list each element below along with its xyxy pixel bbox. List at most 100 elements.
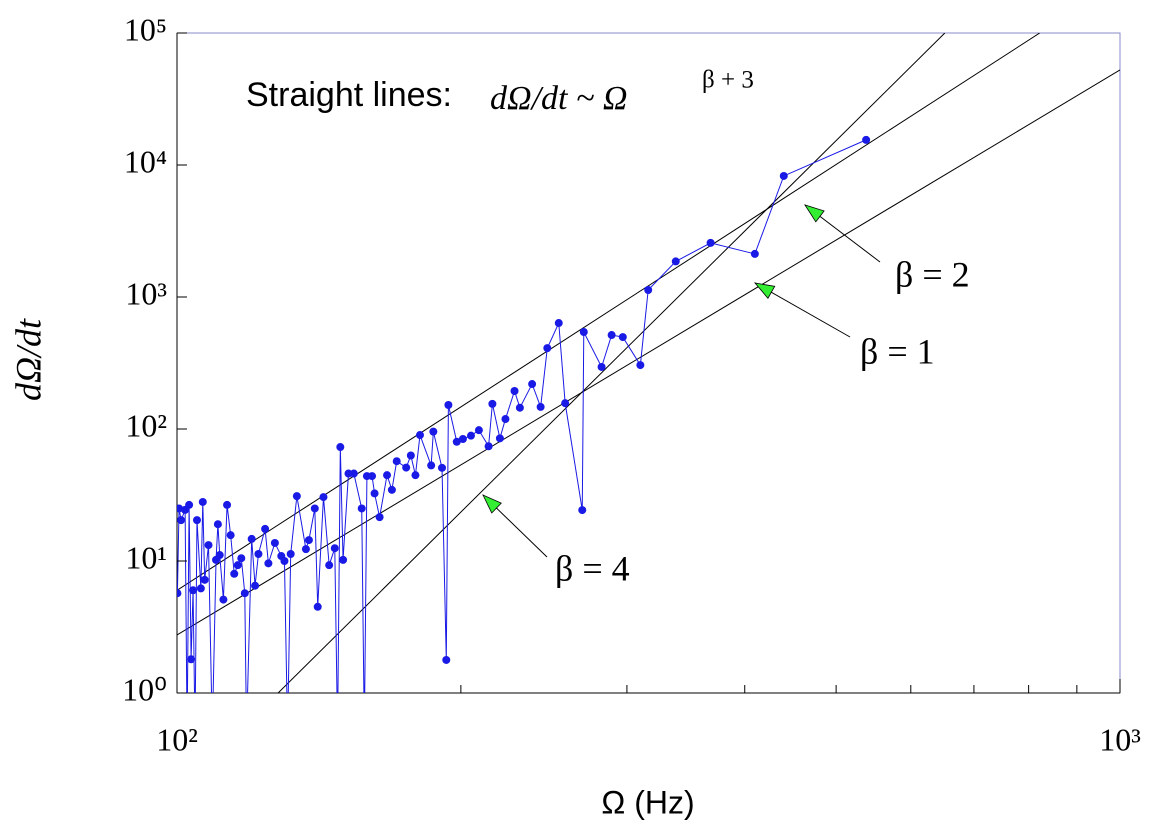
data-point xyxy=(219,595,228,604)
x-tick-label: 10³ xyxy=(1099,721,1141,757)
data-point xyxy=(501,415,510,424)
data-point xyxy=(192,516,201,525)
data-point xyxy=(251,581,260,590)
fit-line xyxy=(177,69,1120,636)
data-point xyxy=(304,536,313,545)
data-point xyxy=(543,344,552,353)
data-point xyxy=(185,500,194,509)
data-point xyxy=(671,257,680,266)
data-point xyxy=(223,500,232,509)
data-point xyxy=(442,655,451,664)
data-point xyxy=(554,319,563,328)
data-point xyxy=(438,463,447,472)
data-point xyxy=(339,555,348,564)
fit-line xyxy=(277,33,946,693)
data-point xyxy=(597,362,606,371)
arrow-head xyxy=(753,282,776,299)
data-point xyxy=(270,538,279,547)
data-point xyxy=(402,463,411,472)
y-tick-label: 10² xyxy=(125,407,167,443)
data-point xyxy=(406,451,415,460)
data-point xyxy=(349,469,358,478)
data-point xyxy=(375,513,384,522)
data-point xyxy=(383,471,392,480)
y-tick-label: 10⁵ xyxy=(124,11,167,47)
x-tick-label: 10² xyxy=(156,721,198,757)
data-point xyxy=(254,549,263,558)
data-point xyxy=(215,551,224,560)
data-point xyxy=(230,569,239,578)
data-point xyxy=(561,399,570,408)
data-point xyxy=(233,561,242,570)
data-point xyxy=(247,534,256,543)
data-point xyxy=(286,549,295,558)
series-line xyxy=(177,139,867,693)
data-point xyxy=(264,559,273,568)
data-point xyxy=(779,171,788,180)
data-point xyxy=(336,443,345,452)
data-point xyxy=(196,584,205,593)
fit-line-label: β = 4 xyxy=(555,548,630,588)
data-point xyxy=(536,402,545,411)
data-point xyxy=(510,387,519,396)
data-point xyxy=(495,434,504,443)
data-point xyxy=(644,285,653,294)
data-point xyxy=(578,506,587,515)
data-point xyxy=(280,557,289,565)
data-point xyxy=(213,520,222,529)
data-point xyxy=(292,492,301,501)
data-point xyxy=(261,524,270,533)
data-point xyxy=(284,729,292,737)
y-tick-label: 10¹ xyxy=(125,539,167,575)
data-point xyxy=(357,504,366,513)
data-point xyxy=(330,544,339,553)
data-point xyxy=(189,586,198,595)
data-point xyxy=(474,426,483,435)
data-point xyxy=(301,545,310,554)
data-point xyxy=(313,602,322,611)
data-point xyxy=(411,471,420,480)
data-point xyxy=(466,431,475,440)
data-point xyxy=(452,437,461,446)
data-point xyxy=(484,442,493,451)
data-point xyxy=(360,729,368,737)
arrow-head xyxy=(482,494,502,514)
data-point xyxy=(177,516,186,525)
plot-area xyxy=(177,33,1120,737)
data-point xyxy=(607,331,616,340)
annotation-formula: dΩ/dt ~ Ω xyxy=(490,80,627,117)
data-point xyxy=(370,489,379,498)
data-point xyxy=(334,729,342,737)
x-axis-label: Ω (Hz) xyxy=(601,784,694,820)
data-point xyxy=(862,135,871,144)
y-tick-label: 10³ xyxy=(125,275,167,311)
data-point xyxy=(187,655,196,664)
fit-line-label: β = 1 xyxy=(860,331,935,371)
data-point xyxy=(243,729,251,737)
annotation-exponent: β + 3 xyxy=(702,67,754,94)
data-point xyxy=(198,497,207,506)
data-point xyxy=(528,380,537,389)
data-point xyxy=(387,485,396,494)
data-point xyxy=(319,493,328,502)
data-point xyxy=(226,531,235,540)
data-point xyxy=(208,729,216,737)
data-point xyxy=(488,399,497,408)
data-point xyxy=(392,457,401,466)
data-point xyxy=(325,561,334,570)
y-axis-label: dΩ/dt xyxy=(8,318,48,401)
data-point xyxy=(240,589,249,598)
y-tick-label: 10⁴ xyxy=(124,143,167,179)
annotation-text: Straight lines: xyxy=(246,76,452,114)
fit-line-label: β = 2 xyxy=(895,254,970,294)
data-point xyxy=(579,328,588,337)
data-point xyxy=(515,403,524,412)
data-point xyxy=(368,472,377,481)
data-point xyxy=(204,541,213,550)
data-point xyxy=(458,434,467,443)
data-point xyxy=(750,249,759,258)
arrow-head xyxy=(804,204,825,223)
data-point xyxy=(415,431,424,440)
data-point xyxy=(200,575,209,584)
